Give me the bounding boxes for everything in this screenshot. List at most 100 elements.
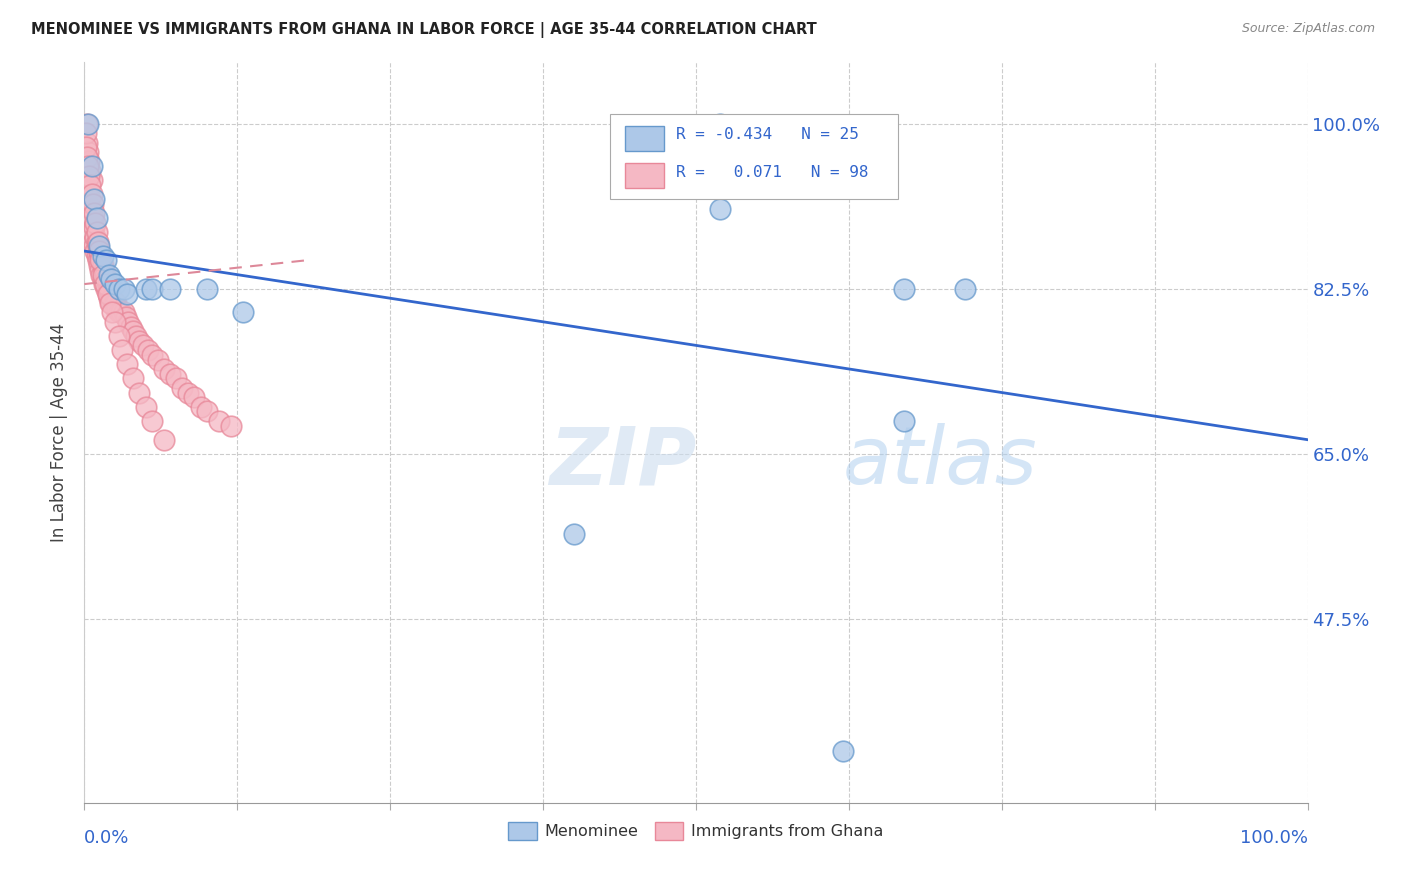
Point [100, 272, 122, 286]
Point [89, 253, 111, 268]
Point [141, 414, 163, 428]
Point [87, 239, 110, 253]
Text: Source: ZipAtlas.com: Source: ZipAtlas.com [1241, 22, 1375, 36]
Point [709, 202, 731, 216]
Point [953, 282, 976, 296]
Point [83, 192, 105, 206]
Point [132, 338, 155, 352]
Point [153, 433, 176, 447]
Point [77, 159, 100, 173]
Point [111, 343, 134, 357]
Point [97, 286, 120, 301]
Bar [626, 162, 664, 187]
Point [195, 282, 218, 296]
Point [86, 249, 108, 263]
Point [128, 334, 150, 348]
Point [94, 277, 117, 291]
Point [107, 305, 129, 319]
Point [709, 117, 731, 131]
Point [120, 319, 142, 334]
Point [562, 527, 585, 541]
Point [87, 258, 110, 272]
Point [107, 329, 129, 343]
Point [117, 315, 139, 329]
Point [82, 197, 104, 211]
Point [87, 244, 110, 258]
Text: 0.0%: 0.0% [84, 830, 129, 847]
Point [83, 220, 105, 235]
Point [153, 362, 176, 376]
Text: 100.0%: 100.0% [1240, 830, 1308, 847]
Point [89, 263, 111, 277]
Point [91, 272, 114, 286]
Point [141, 282, 163, 296]
Point [195, 404, 218, 418]
Point [103, 296, 125, 310]
Point [75, 140, 97, 154]
Point [159, 367, 181, 381]
Point [104, 296, 127, 310]
Point [89, 249, 111, 263]
Point [86, 235, 108, 249]
Point [101, 305, 124, 319]
Point [77, 117, 100, 131]
Point [80, 159, 103, 173]
Point [77, 169, 100, 183]
Point [84, 244, 107, 258]
Point [77, 154, 100, 169]
Point [83, 206, 105, 220]
Text: R =   0.071   N = 98: R = 0.071 N = 98 [676, 164, 869, 179]
Point [82, 235, 104, 249]
Point [159, 282, 181, 296]
Point [101, 291, 124, 305]
Point [84, 216, 107, 230]
Point [91, 268, 114, 282]
Point [76, 136, 98, 150]
FancyBboxPatch shape [610, 114, 898, 200]
Point [831, 744, 853, 758]
Point [97, 286, 120, 301]
Point [80, 202, 103, 216]
Point [76, 117, 98, 131]
Point [104, 277, 127, 291]
Point [128, 385, 150, 400]
Point [93, 263, 115, 277]
Point [893, 414, 915, 428]
Point [208, 414, 231, 428]
Point [80, 225, 103, 239]
Legend: Menominee, Immigrants from Ghana: Menominee, Immigrants from Ghana [502, 815, 890, 847]
Point [104, 301, 127, 315]
Point [96, 253, 118, 268]
Point [87, 244, 110, 258]
Point [115, 357, 138, 371]
Point [96, 272, 118, 286]
Point [83, 239, 105, 253]
Point [115, 310, 138, 324]
Point [232, 305, 254, 319]
Point [75, 126, 97, 140]
Point [177, 385, 200, 400]
Point [84, 230, 107, 244]
Point [82, 211, 104, 225]
Point [80, 187, 103, 202]
Point [165, 371, 187, 385]
Point [107, 282, 129, 296]
Point [190, 400, 212, 414]
Point [77, 164, 100, 178]
Point [100, 296, 122, 310]
Point [87, 239, 110, 253]
Point [77, 183, 100, 197]
Point [91, 249, 114, 263]
Point [172, 381, 194, 395]
Point [97, 268, 120, 282]
Point [110, 305, 132, 319]
Point [94, 268, 117, 282]
Point [86, 211, 108, 225]
Point [98, 286, 121, 301]
Point [87, 253, 110, 268]
Y-axis label: In Labor Force | Age 35-44: In Labor Force | Age 35-44 [51, 323, 69, 542]
Point [80, 173, 103, 187]
Point [98, 296, 121, 310]
Point [100, 291, 122, 305]
Point [104, 315, 127, 329]
